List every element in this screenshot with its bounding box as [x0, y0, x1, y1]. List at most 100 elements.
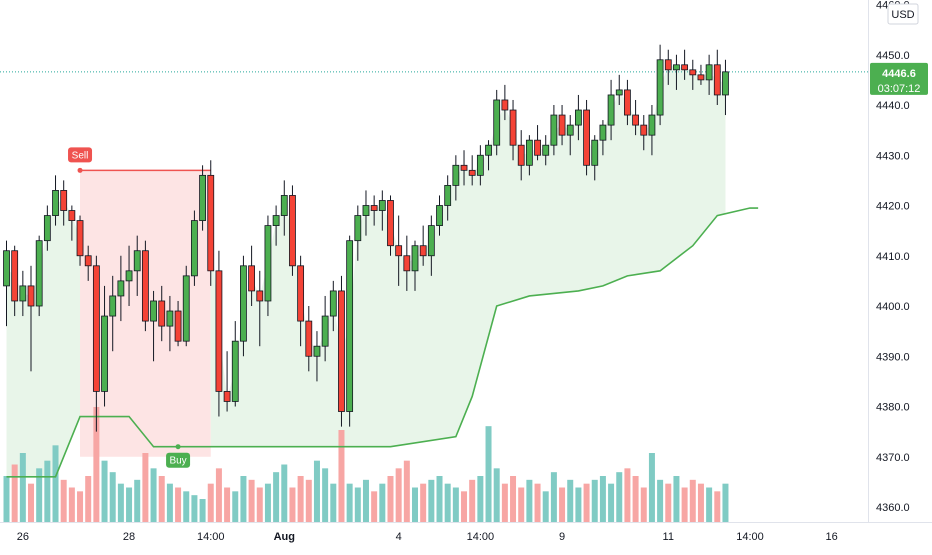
buy-label: Buy: [169, 456, 186, 467]
volume-bar: [257, 488, 263, 523]
volume-bar: [69, 488, 75, 523]
candle-body: [722, 72, 728, 95]
candle-body: [363, 206, 369, 216]
candle-body: [289, 195, 295, 265]
candle-body: [36, 241, 42, 306]
volume-bar: [682, 488, 688, 523]
volume-bar: [486, 426, 492, 522]
time-tick-label: 14:00: [467, 531, 495, 543]
volume-bar: [714, 491, 720, 522]
time-tick-label: 9: [559, 531, 565, 543]
last-price-label: 4446.6: [882, 68, 916, 80]
candle-body: [543, 145, 549, 155]
volume-bar: [281, 465, 287, 523]
candle-body: [69, 211, 75, 221]
volume-bar: [306, 480, 312, 522]
candle-body: [151, 301, 157, 321]
candle-body: [159, 301, 165, 326]
volume-bar: [298, 476, 304, 522]
candle-body: [126, 271, 132, 281]
volume-bar: [420, 484, 426, 522]
candle-body: [28, 286, 34, 306]
candle-body: [379, 200, 385, 210]
volume-bar: [20, 453, 26, 522]
time-tick-label: 14:00: [197, 531, 225, 543]
currency-label: USD: [891, 9, 914, 21]
volume-bar: [641, 488, 647, 523]
volume-bar: [224, 488, 230, 523]
candle-body: [690, 70, 696, 75]
volume-bar: [77, 491, 83, 522]
candle-body: [567, 125, 573, 135]
candle-body: [526, 140, 532, 165]
volume-bar: [690, 480, 696, 522]
volume-bar: [559, 488, 565, 523]
candle-body: [322, 316, 328, 346]
candle-body: [142, 251, 148, 321]
candle-body: [592, 140, 598, 165]
time-tick-label: 28: [123, 531, 135, 543]
candle-body: [183, 276, 189, 341]
candle-body: [306, 321, 312, 356]
volume-bar: [592, 480, 598, 522]
candle-body: [232, 341, 238, 401]
candle-body: [404, 256, 410, 271]
candle-body: [428, 226, 434, 256]
candle-body: [20, 286, 26, 301]
volume-bar: [526, 480, 532, 522]
candle-body: [110, 296, 116, 316]
volume-bar: [85, 476, 91, 522]
candle-body: [314, 346, 320, 356]
candle-body: [200, 175, 206, 220]
volume-bar: [494, 468, 500, 522]
candle-body: [608, 95, 614, 125]
volume-bar: [208, 484, 214, 522]
candle-body: [347, 241, 353, 412]
volume-bar: [371, 491, 377, 522]
volume-bar: [624, 468, 630, 522]
volume-bar: [412, 488, 418, 523]
price-tick-label: 4410.0: [876, 251, 910, 263]
volume-bar: [12, 465, 18, 523]
volume-bar: [183, 491, 189, 522]
candle-body: [518, 145, 524, 165]
volume-bar: [706, 488, 712, 523]
time-tick-label: 14:00: [736, 531, 764, 543]
candle-body: [216, 271, 222, 392]
volume-bar: [551, 472, 557, 522]
volume-bar: [633, 476, 639, 522]
candle-body: [167, 311, 173, 326]
candle-body: [453, 165, 459, 185]
candle-body: [208, 175, 214, 270]
buy-signal: Buy: [166, 453, 190, 468]
volume-bar: [567, 480, 573, 522]
sell-label: Sell: [72, 150, 89, 161]
candle-body: [61, 190, 67, 210]
volume-bar: [175, 488, 181, 523]
candle-body: [281, 195, 287, 215]
volume-bar: [322, 468, 328, 522]
volume-bar: [445, 484, 451, 522]
volume-bar: [396, 468, 402, 522]
candle-body: [706, 65, 712, 80]
volume-bar: [387, 476, 393, 522]
volume-bar: [575, 488, 581, 523]
volume-bar: [649, 453, 655, 522]
candle-body: [396, 246, 402, 256]
candle-body: [338, 291, 344, 412]
volume-bar: [240, 476, 246, 522]
candle-body: [665, 60, 671, 70]
candle-body: [649, 115, 655, 135]
candle-body: [371, 206, 377, 211]
volume-bar: [330, 484, 336, 522]
sell-signal: Sell: [68, 147, 92, 162]
candle-body: [85, 256, 91, 266]
candle-body: [330, 291, 336, 316]
volume-bar: [118, 484, 124, 522]
time-tick-label: 16: [826, 531, 838, 543]
candle-body: [191, 221, 197, 276]
candle-body: [265, 226, 271, 301]
volume-bar: [379, 484, 385, 522]
